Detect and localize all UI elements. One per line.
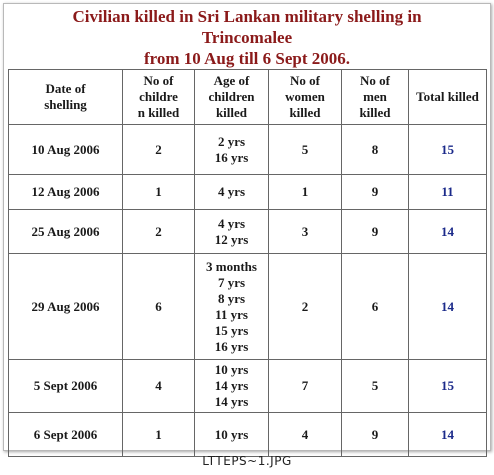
age-entry: 10 yrs [214, 426, 249, 442]
page-title: Civilian killed in Sri Lankan military s… [4, 6, 490, 69]
cell-women-killed: 3 [268, 209, 342, 254]
header-line: children [208, 89, 255, 104]
header-line: No of [290, 73, 320, 88]
header-line: killed [215, 105, 248, 120]
table-row: 6 Sept 2006 1 10 yrs 4 9 14 [8, 412, 487, 457]
title-line-3: from 10 Aug till 6 Sept 2006. [143, 49, 351, 68]
cell-children-ages: 4 yrs [194, 174, 269, 210]
table-body: 10 Aug 2006 2 2 yrs 16 yrs 5 8 15 12 Aug 2006 1 4… [8, 124, 487, 457]
header-total: Total killed [408, 69, 487, 125]
age-entry: 14 yrs [214, 378, 249, 393]
age-entry: 2 yrs [217, 133, 246, 149]
age-entry: 4 yrs [217, 184, 246, 199]
title-line-1: Civilian killed in Sri Lankan military s… [72, 7, 422, 26]
age-entry: 15 yrs [214, 322, 249, 338]
cell-women-killed: 5 [268, 124, 342, 175]
cell-total-killed: 14 [408, 253, 487, 360]
cell-men-killed: 9 [341, 412, 409, 457]
cell-children-ages: 2 yrs 16 yrs [194, 124, 269, 175]
header-men: No of men killed [341, 69, 409, 125]
image-frame: Civilian killed in Sri Lankan military s… [3, 3, 491, 457]
cell-children-killed: 2 [122, 124, 195, 175]
image-caption: LTTEPS~1.JPG [202, 454, 292, 468]
age-entry: 4 yrs [217, 215, 246, 231]
age-entry: 8 yrs [217, 290, 246, 306]
cell-women-killed: 1 [268, 174, 342, 210]
cell-children-killed: 4 [122, 359, 195, 413]
cell-total-killed: 14 [408, 209, 487, 254]
cell-date: 5 Sept 2006 [8, 359, 123, 413]
age-entry: 16 yrs [214, 338, 249, 354]
table-row: 25 Aug 2006 2 4 yrs 12 yrs 3 9 14 [8, 209, 487, 254]
cell-men-killed: 5 [341, 359, 409, 413]
cell-children-ages: 3 months 7 yrs 8 yrs 11 yrs 15 yrs 16 yrs [194, 253, 269, 360]
cell-total-killed: 15 [408, 359, 487, 413]
age-entry: 16 yrs [214, 149, 249, 165]
header-line: shelling [44, 97, 87, 112]
cell-total-killed: 11 [408, 174, 487, 210]
cell-men-killed: 9 [341, 209, 409, 254]
header-line: Total killed [416, 89, 479, 104]
header-line: men [363, 89, 387, 104]
header-row: Date of shelling No of childre n killed Age… [8, 69, 487, 125]
age-entry: 7 yrs [217, 274, 246, 290]
cell-children-killed: 1 [122, 412, 195, 457]
cell-women-killed: 7 [268, 359, 342, 413]
cell-women-killed: 4 [268, 412, 342, 457]
table-row: 10 Aug 2006 2 2 yrs 16 yrs 5 8 15 [8, 124, 487, 175]
age-entry: 14 yrs [214, 394, 249, 409]
age-entry: 3 months [206, 258, 257, 274]
table-row: 5 Sept 2006 4 10 yrs 14 yrs 14 yrs 7 5 15 [8, 359, 487, 413]
cell-date: 10 Aug 2006 [8, 124, 123, 175]
header-children: No of childre n killed [122, 69, 195, 125]
table-row: 12 Aug 2006 1 4 yrs 1 9 11 [8, 174, 487, 210]
cell-children-killed: 2 [122, 209, 195, 254]
header-line: No of [143, 73, 174, 88]
cell-total-killed: 14 [408, 412, 487, 457]
header-line: No of [360, 73, 390, 88]
header-line: killed [289, 105, 321, 120]
cell-children-killed: 1 [122, 174, 195, 210]
table-row: 29 Aug 2006 6 3 months 7 yrs 8 yrs 11 yrs 15 y… [8, 253, 487, 360]
cell-children-ages: 10 yrs 14 yrs 14 yrs [194, 359, 269, 413]
header-line: women [285, 89, 325, 104]
cell-men-killed: 8 [341, 124, 409, 175]
cell-date: 12 Aug 2006 [8, 174, 123, 210]
header-line: n killed [137, 105, 180, 120]
cell-children-ages: 4 yrs 12 yrs [194, 209, 269, 254]
header-women: No of women killed [268, 69, 342, 125]
age-entry: 12 yrs [214, 231, 249, 247]
cell-women-killed: 2 [268, 253, 342, 360]
age-entry: 11 yrs [215, 306, 248, 322]
header-line: childre [139, 89, 178, 104]
cell-children-ages: 10 yrs [194, 412, 269, 457]
cell-children-killed: 6 [122, 253, 195, 360]
header-date: Date of shelling [8, 69, 123, 125]
cell-men-killed: 6 [341, 253, 409, 360]
casualty-table: Date of shelling No of childre n killed Age… [8, 69, 487, 457]
age-entry: 10 yrs [214, 362, 249, 377]
cell-date: 6 Sept 2006 [8, 412, 123, 457]
cell-date: 29 Aug 2006 [8, 253, 123, 360]
cell-date: 25 Aug 2006 [8, 209, 123, 254]
cell-total-killed: 15 [408, 124, 487, 175]
title-line-2: Trincomalee [201, 28, 293, 47]
header-line: Date of [45, 81, 86, 96]
header-ages: Age of children killed [194, 69, 269, 125]
cell-men-killed: 9 [341, 174, 409, 210]
header-line: killed [359, 105, 391, 120]
header-line: Age of [213, 73, 250, 88]
